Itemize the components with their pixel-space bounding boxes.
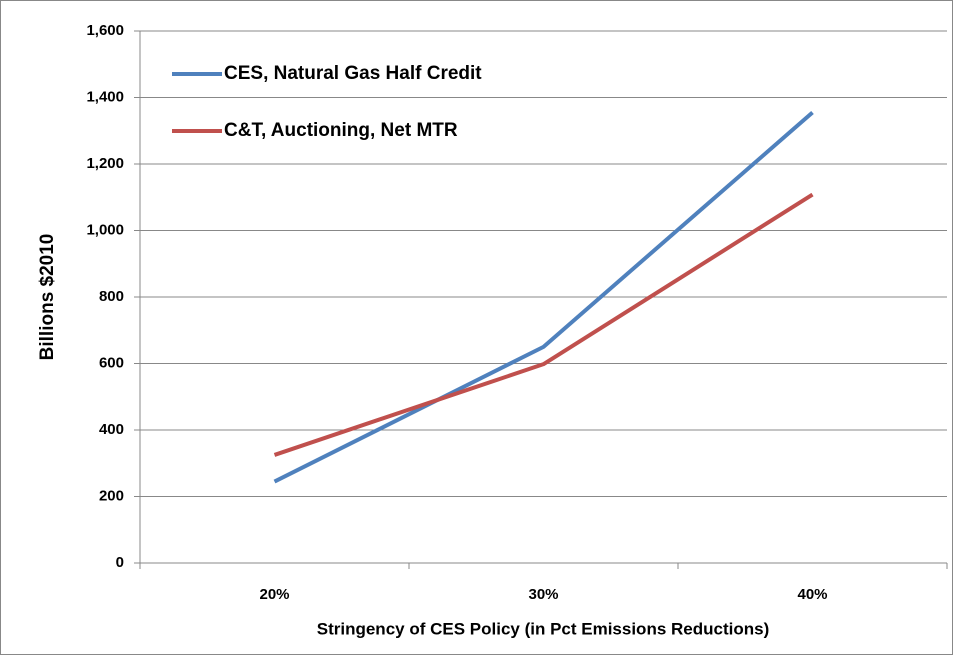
legend-label: C&T, Auctioning, Net MTR (224, 120, 458, 141)
x-axis-label: Stringency of CES Policy (in Pct Emissio… (317, 619, 769, 638)
x-tick-label: 40% (797, 586, 827, 603)
y-tick-label: 400 (99, 421, 124, 438)
legend-label: CES, Natural Gas Half Credit (224, 63, 482, 84)
x-tick-label: 30% (528, 586, 558, 603)
y-tick-label: 1,000 (86, 221, 124, 238)
y-tick-label: 1,200 (86, 155, 124, 172)
series-line (273, 110, 814, 484)
y-tick-label: 1,400 (86, 88, 124, 105)
y-tick-label: 200 (99, 487, 124, 504)
y-tick-label: 800 (99, 288, 124, 305)
x-tick-label: 20% (259, 586, 289, 603)
y-tick-label: 0 (116, 554, 124, 571)
series-line (273, 192, 814, 457)
y-tick-label: 1,600 (86, 22, 124, 39)
y-axis-label: Billions $2010 (37, 234, 58, 361)
y-tick-label: 600 (99, 354, 124, 371)
